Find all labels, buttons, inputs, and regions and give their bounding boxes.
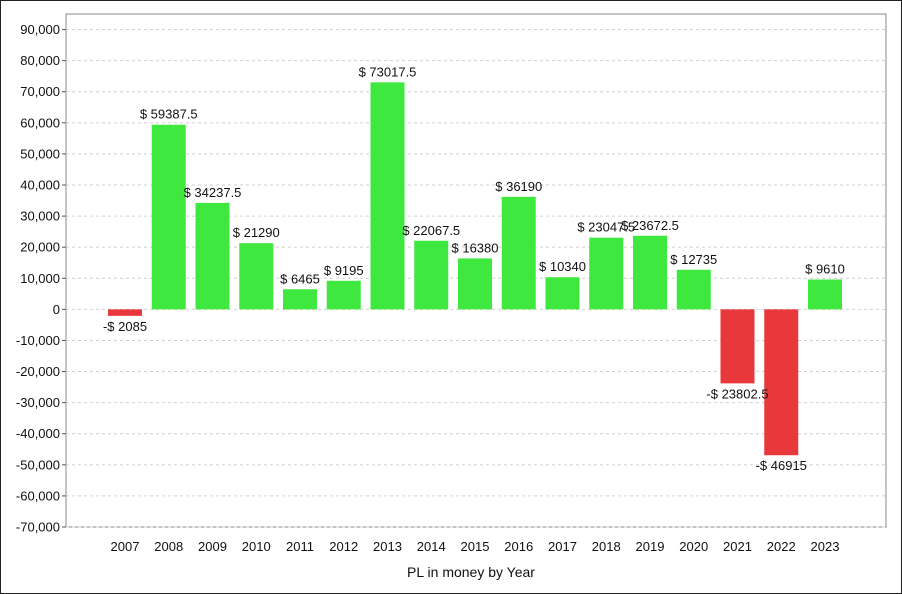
x-tick-label: 2016 xyxy=(504,539,533,554)
bars xyxy=(108,82,842,456)
bar-2007 xyxy=(108,309,142,316)
y-tick-label: 40,000 xyxy=(20,178,60,193)
y-tick-label: -10,000 xyxy=(16,333,60,348)
bar-2015 xyxy=(458,258,492,310)
x-tick-label: 2015 xyxy=(461,539,490,554)
y-tick-label: -40,000 xyxy=(16,426,60,441)
x-tick-label: 2023 xyxy=(811,539,840,554)
data-label-2007: -$ 2085 xyxy=(103,319,147,334)
y-tick-label: 80,000 xyxy=(20,53,60,68)
bar-2022 xyxy=(764,309,799,456)
y-tick-label: -30,000 xyxy=(16,395,60,410)
data-label-2019: $ 23672.5 xyxy=(621,218,679,233)
data-label-2013: $ 73017.5 xyxy=(359,64,417,79)
data-label-2023: $ 9610 xyxy=(805,261,845,276)
bar-2017 xyxy=(545,277,580,310)
x-tick-label: 2011 xyxy=(286,539,314,554)
bar-2009 xyxy=(195,202,230,310)
x-tick-label: 2012 xyxy=(329,539,358,554)
gridlines xyxy=(66,29,886,528)
x-tick-label: 2020 xyxy=(679,539,708,554)
x-tick-label: 2017 xyxy=(548,539,577,554)
bar-2016 xyxy=(501,196,536,310)
y-tick-label: 70,000 xyxy=(20,84,60,99)
bar-2020 xyxy=(676,269,711,310)
x-tick-label: 2010 xyxy=(242,539,271,554)
x-tick-label: 2021 xyxy=(723,539,752,554)
x-tick-label: 2018 xyxy=(592,539,621,554)
x-tick-label: 2008 xyxy=(154,539,183,554)
bar-2013 xyxy=(370,82,405,310)
data-label-2008: $ 59387.5 xyxy=(140,107,198,122)
y-tick-label: 90,000 xyxy=(20,22,60,37)
data-labels: -$ 2085 $ 59387.5 $ 34237.5 $ 21290 $ 6465 $ … xyxy=(103,64,845,473)
data-label-2022: -$ 46915 xyxy=(756,458,807,473)
y-axis: 90,000 80,000 70,000 60,000 50,000 40,000 30,0… xyxy=(16,22,66,535)
y-tick-label: 20,000 xyxy=(20,240,60,255)
data-label-2021: -$ 23802.5 xyxy=(706,386,768,401)
data-label-2009: $ 34237.5 xyxy=(184,185,242,200)
y-tick-label: -50,000 xyxy=(16,457,60,472)
data-label-2011: $ 6465 xyxy=(280,271,320,286)
data-label-2010: $ 21290 xyxy=(233,225,280,240)
bar-2019 xyxy=(633,235,667,310)
x-tick-label: 2009 xyxy=(198,539,227,554)
y-tick-label: -70,000 xyxy=(16,520,60,535)
x-tick-label: 2022 xyxy=(767,539,796,554)
data-label-2015: $ 16380 xyxy=(452,240,499,255)
bar-2023 xyxy=(808,279,842,310)
data-label-2014: $ 22067.5 xyxy=(402,223,460,238)
data-label-2020: $ 12735 xyxy=(670,252,717,267)
y-tick-label: 0 xyxy=(53,302,60,317)
bar-2008 xyxy=(151,124,186,310)
x-tick-label: 2007 xyxy=(111,539,140,554)
data-label-2018: $ 23047.5 xyxy=(577,220,635,235)
x-axis: 2007 2008 2009 2010 2011 2012 2013 2014 2015 2016… xyxy=(111,539,840,554)
y-tick-label: 60,000 xyxy=(20,115,60,130)
x-tick-label: 2019 xyxy=(636,539,665,554)
data-label-2012: $ 9195 xyxy=(324,263,364,278)
y-tick-label: -60,000 xyxy=(16,488,60,503)
x-tick-label: 2014 xyxy=(417,539,446,554)
x-tick-label: 2013 xyxy=(373,539,402,554)
bar-2012 xyxy=(326,280,361,310)
x-axis-title: PL in money by Year xyxy=(407,564,535,580)
bar-2011 xyxy=(283,289,317,310)
bar-2018 xyxy=(589,237,624,310)
data-label-2017: $ 10340 xyxy=(539,259,586,274)
bar-2010 xyxy=(239,243,274,310)
y-tick-label: 30,000 xyxy=(20,209,60,224)
bar-2021 xyxy=(720,309,755,384)
data-label-2016: $ 36190 xyxy=(495,179,542,194)
y-tick-label: 10,000 xyxy=(20,271,60,286)
bar-2014 xyxy=(414,240,449,310)
y-tick-label: -20,000 xyxy=(16,364,60,379)
y-tick-label: 50,000 xyxy=(20,146,60,161)
